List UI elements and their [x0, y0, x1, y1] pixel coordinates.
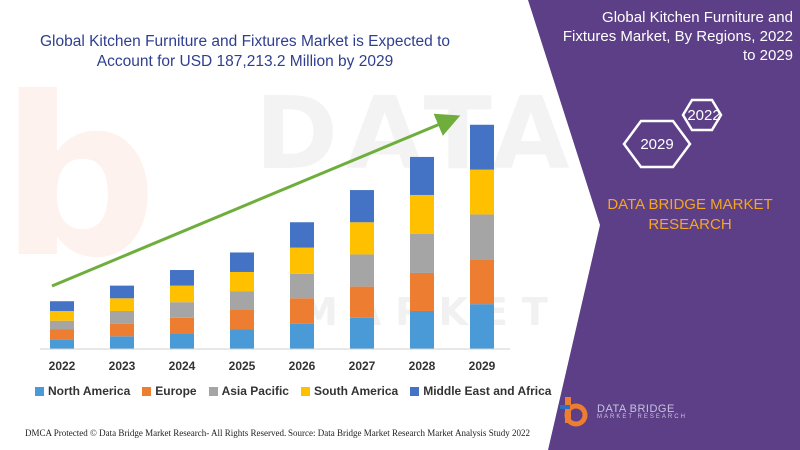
legend-item-south-america: South America — [300, 384, 399, 398]
legend-swatch — [35, 386, 44, 396]
bar-segment-2027-asia-pacific — [350, 254, 374, 287]
legend-swatch — [208, 386, 218, 396]
legend-item-north-america: North America — [35, 384, 130, 398]
footer-copyright: DMCA Protected © Data Bridge Market Rese… — [25, 428, 287, 438]
logo-subtext: MARKET RESEARCH — [597, 414, 687, 420]
legend-item-europe: Europe — [142, 384, 197, 398]
footer-source: Source: Data Bridge Market Research Mark… — [288, 428, 530, 438]
bar-segment-2027-middle-east-and-africa — [350, 190, 374, 223]
bar-segment-2022-asia-pacific — [50, 320, 74, 330]
x-tick-label-2023: 2023 — [109, 359, 136, 373]
hex-year-start: 2022 — [687, 107, 721, 124]
hex-year-end: 2029 — [640, 136, 674, 153]
legend-swatch — [142, 386, 152, 396]
legend-label: Middle East and Africa — [423, 384, 552, 398]
bar-segment-2022-middle-east-and-africa — [50, 301, 74, 311]
logo-b-icon — [560, 397, 588, 427]
bar-segment-2025-south-america — [230, 271, 254, 292]
bar-segment-2023-europe — [110, 323, 134, 337]
bar-segment-2024-asia-pacific — [170, 302, 194, 318]
bar-segment-2025-middle-east-and-africa — [230, 252, 254, 272]
legend-item-asia-pacific: Asia Pacific — [208, 384, 289, 398]
bar-segment-2027-south-america — [350, 222, 374, 255]
bar-segment-2022-north-america — [50, 339, 74, 349]
bar-segment-2023-south-america — [110, 298, 134, 311]
bar-segment-2027-europe — [350, 286, 374, 318]
bar-segment-2027-north-america — [350, 317, 374, 349]
bar-segment-2025-north-america — [230, 329, 254, 349]
bar-segment-2026-asia-pacific — [290, 273, 314, 299]
bar-segment-2023-middle-east-and-africa — [110, 285, 134, 299]
bar-segment-2028-asia-pacific — [410, 233, 434, 273]
bar-segment-2029-south-america — [470, 169, 494, 215]
legend-label: Europe — [155, 384, 197, 398]
x-tick-label-2024: 2024 — [169, 359, 196, 373]
bar-segment-2025-asia-pacific — [230, 291, 254, 310]
logo-text: DATA BRIDGE — [597, 403, 675, 415]
legend-label: Asia Pacific — [221, 384, 289, 398]
bar-segment-2028-north-america — [410, 310, 434, 349]
x-tick-label-2022: 2022 — [49, 359, 76, 373]
company-logo: DATA BRIDGE MARKET RESEARCH — [557, 395, 687, 429]
bars-group — [50, 124, 494, 349]
trend-arrow — [51, 113, 461, 288]
x-tick-labels: 2022 2023 2024 2025 2026 2027 2028 2029 — [49, 359, 496, 373]
company-name: DATA BRIDGE MARKET RESEARCH — [607, 196, 773, 233]
bar-segment-2029-middle-east-and-africa — [470, 124, 494, 170]
bar-segment-2023-north-america — [110, 336, 134, 349]
panel-title: Global Kitchen Furniture and Fixtures Ma… — [562, 9, 793, 64]
bar-segment-2023-asia-pacific — [110, 310, 134, 324]
chart-legend: North America Europe Asia Pacific South Ame… — [35, 384, 551, 398]
bar-segment-2029-north-america — [470, 304, 494, 349]
bar-segment-2029-asia-pacific — [470, 214, 494, 260]
bar-segment-2024-south-america — [170, 285, 194, 303]
x-tick-label-2026: 2026 — [289, 359, 316, 373]
bar-segment-2024-north-america — [170, 333, 194, 349]
bar-segment-2022-europe — [50, 329, 74, 340]
bar-segment-2022-south-america — [50, 310, 74, 321]
bar-segment-2026-middle-east-and-africa — [290, 222, 314, 248]
bar-segment-2024-middle-east-and-africa — [170, 270, 194, 286]
legend-label: South America — [313, 384, 399, 398]
x-tick-label-2028: 2028 — [409, 359, 436, 373]
legend-swatch — [300, 386, 310, 396]
bar-segment-2026-europe — [290, 298, 314, 324]
bar-segment-2029-europe — [470, 259, 494, 305]
legend-label: North America — [48, 384, 131, 398]
x-tick-label-2025: 2025 — [229, 359, 256, 373]
bar-segment-2028-middle-east-and-africa — [410, 156, 434, 195]
bar-segment-2028-europe — [410, 272, 434, 311]
chart-title: Global Kitchen Furniture and Fixtures Ma… — [39, 33, 451, 70]
legend-item-middle-east-and-africa: Middle East and Africa — [410, 384, 551, 398]
bar-segment-2024-europe — [170, 317, 194, 334]
x-tick-label-2027: 2027 — [349, 359, 376, 373]
bar-segment-2028-south-america — [410, 194, 434, 234]
bar-segment-2025-europe — [230, 310, 254, 330]
bar-segment-2026-south-america — [290, 247, 314, 274]
legend-swatch — [410, 386, 420, 396]
x-tick-label-2029: 2029 — [469, 359, 496, 373]
bar-segment-2026-north-america — [290, 323, 314, 349]
